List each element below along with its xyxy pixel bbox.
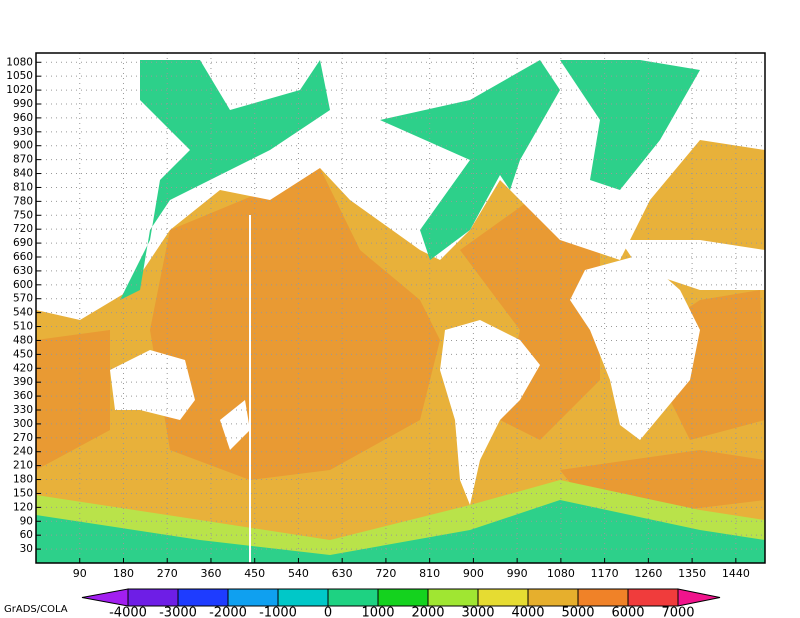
y-tick-label: 540	[13, 307, 33, 319]
colorbar-label: -3000	[159, 606, 197, 618]
colorbar-box	[127, 588, 179, 607]
y-tick-label: 570	[13, 293, 33, 305]
x-tick-label: 1260	[634, 567, 662, 580]
coast	[36, 500, 765, 563]
colorbar-label: -2000	[209, 606, 247, 618]
colorbar-label: 0	[324, 606, 332, 618]
map-field	[36, 53, 765, 563]
colorbar-end	[677, 588, 721, 607]
new-zealand	[220, 400, 250, 450]
ticks: 90 180 270 360 450 540 630 720 810 900 990 1080 1170…	[6, 56, 750, 580]
y-tick-label: 810	[13, 181, 33, 193]
x-tick-label: 180	[113, 567, 134, 580]
colorbar-label: 6000	[611, 606, 644, 618]
colorbar-label: 3000	[461, 606, 494, 618]
ocean-deep	[36, 330, 110, 470]
colorbar-box	[227, 588, 279, 607]
y-tick-label: 30	[20, 543, 33, 555]
colorbar-end	[81, 588, 129, 607]
y-tick-label: 330	[13, 404, 33, 416]
x-tick-label: 900	[463, 567, 484, 580]
y-tick-label: 780	[13, 195, 33, 207]
colorbar-box	[377, 588, 429, 607]
y-tick-label: 960	[13, 112, 33, 124]
credit: GrADS/COLA	[4, 604, 68, 615]
colorbar-box	[277, 588, 329, 607]
y-tick-label: 1080	[6, 56, 33, 68]
africa	[570, 255, 700, 440]
x-tick-label: 270	[157, 567, 178, 580]
y-tick-label: 60	[20, 529, 33, 541]
y-tick-label: 930	[13, 126, 33, 138]
colorbar-box	[427, 588, 479, 607]
colorbar-box	[177, 588, 229, 607]
y-tick-label: 270	[13, 432, 33, 444]
x-tick-label: 1350	[678, 567, 706, 580]
coast	[380, 60, 560, 260]
colorbar-label: -1000	[259, 606, 297, 618]
colorbar-box	[627, 588, 679, 607]
colorbar: -4000 -3000 -2000 -1000 0 1000 2000 3000 4000 500…	[81, 588, 721, 618]
y-tick-label: 750	[13, 209, 33, 221]
y-tick-label: 630	[13, 265, 33, 277]
grid	[36, 53, 765, 563]
y-tick-label: 720	[13, 223, 33, 235]
y-tick-label: 300	[13, 418, 33, 430]
y-tick-label: 360	[13, 390, 33, 402]
y-tick-label: 840	[13, 168, 33, 180]
y-tick-label: 870	[13, 154, 33, 166]
colorbar-label: 2000	[411, 606, 444, 618]
x-tick-label: 720	[375, 567, 396, 580]
y-tick-label: 90	[20, 515, 33, 527]
colorbar-label: -4000	[109, 606, 147, 618]
plot-frame	[35, 52, 766, 564]
x-tick-label: 540	[288, 567, 309, 580]
y-tick-label: 600	[13, 279, 33, 291]
x-tick-label: 1170	[591, 567, 619, 580]
y-tick-label: 510	[13, 321, 33, 333]
coast	[560, 60, 700, 190]
colorbar-label: 7000	[661, 606, 694, 618]
x-tick-label: 450	[244, 567, 265, 580]
colorbar-label: 4000	[511, 606, 544, 618]
ocean-deep	[150, 168, 440, 480]
y-tick-label: 480	[13, 334, 33, 346]
x-tick-label: 1080	[547, 567, 575, 580]
ocean-deep	[460, 200, 600, 440]
south-america	[440, 320, 540, 505]
y-tick-label: 990	[13, 98, 33, 110]
colorbar-label: 5000	[561, 606, 594, 618]
y-tick-label: 210	[13, 460, 33, 472]
x-tick-label: 990	[507, 567, 528, 580]
y-tick-label: 900	[13, 140, 33, 152]
colorbar-box	[577, 588, 629, 607]
x-tick-label: 90	[73, 567, 87, 580]
y-tick-label: 1050	[6, 70, 33, 82]
x-tick-label: 1440	[722, 567, 750, 580]
coast	[120, 60, 330, 300]
y-tick-label: 660	[13, 251, 33, 263]
y-tick-label: 150	[13, 487, 33, 499]
colorbar-box	[477, 588, 529, 607]
y-tick-label: 420	[13, 362, 33, 374]
colorbar-box	[327, 588, 379, 607]
y-tick-label: 450	[13, 348, 33, 360]
y-tick-label: 390	[13, 376, 33, 388]
x-tick-label: 630	[332, 567, 353, 580]
y-tick-label: 240	[13, 446, 33, 458]
y-tick-label: 690	[13, 237, 33, 249]
x-tick-label: 810	[419, 567, 440, 580]
australia	[110, 350, 195, 420]
eurasia-south	[620, 240, 765, 290]
y-tick-label: 1020	[6, 84, 33, 96]
colorbar-label: 1000	[361, 606, 394, 618]
x-tick-label: 360	[200, 567, 221, 580]
colorbar-box	[527, 588, 579, 607]
y-tick-label: 180	[13, 474, 33, 486]
y-tick-label: 120	[13, 501, 33, 513]
